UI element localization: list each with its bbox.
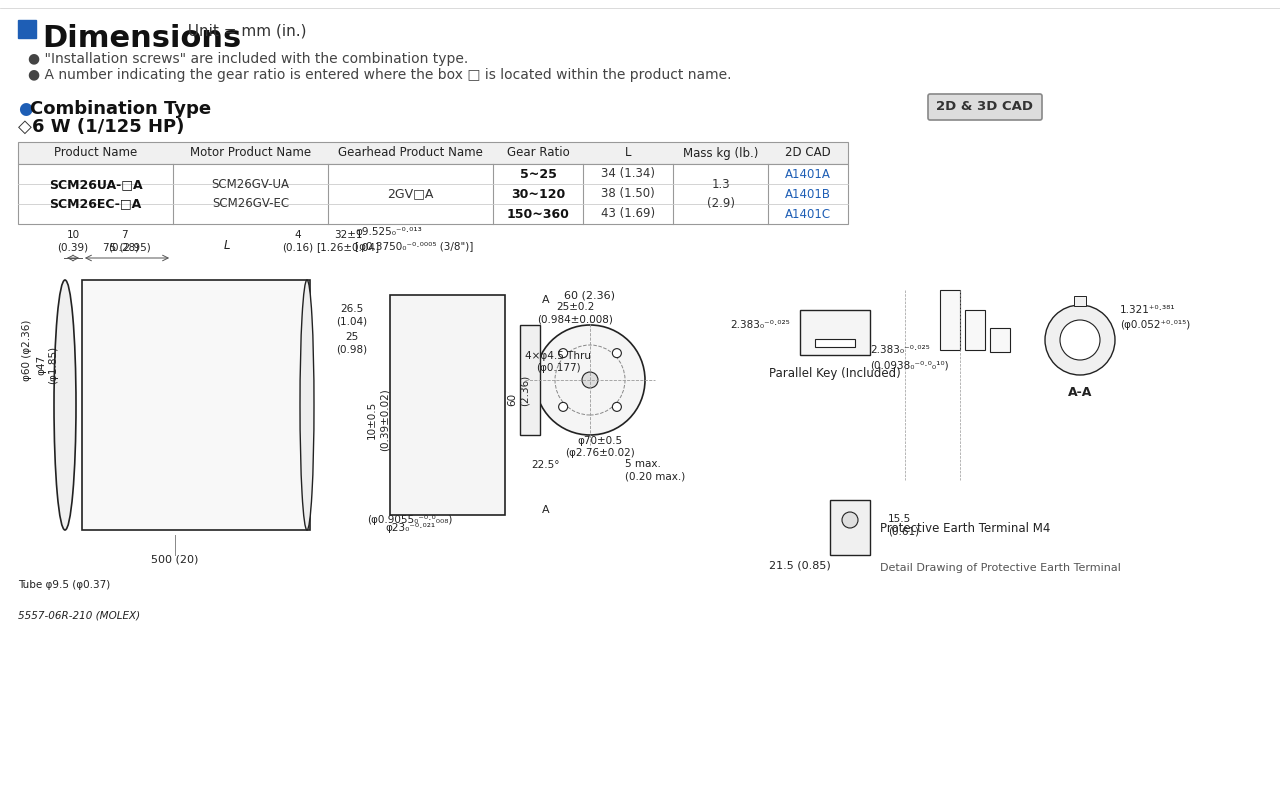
Text: ●: ● bbox=[18, 100, 32, 118]
Text: φ70±0.5
(φ2.76±0.02): φ70±0.5 (φ2.76±0.02) bbox=[566, 436, 635, 458]
Text: Combination Type: Combination Type bbox=[29, 100, 211, 118]
Text: ● A number indicating the gear ratio is entered where the box □ is located withi: ● A number indicating the gear ratio is … bbox=[28, 68, 731, 82]
Text: A: A bbox=[541, 295, 549, 305]
Text: 22.5°: 22.5° bbox=[531, 460, 559, 470]
Text: 25
(0.98): 25 (0.98) bbox=[337, 332, 367, 354]
Circle shape bbox=[535, 325, 645, 435]
Text: 30~120: 30~120 bbox=[511, 187, 566, 201]
Bar bbox=[82, 280, 310, 530]
Circle shape bbox=[558, 403, 567, 411]
Text: L: L bbox=[625, 147, 631, 160]
Ellipse shape bbox=[300, 280, 314, 530]
Text: Detail Drawing of Protective Earth Terminal: Detail Drawing of Protective Earth Termi… bbox=[881, 563, 1121, 573]
Text: 4×φ4.5 Thru
(φ0.177): 4×φ4.5 Thru (φ0.177) bbox=[525, 351, 591, 373]
Text: (0.0938₀⁻⁰·⁰₀¹⁰): (0.0938₀⁻⁰·⁰₀¹⁰) bbox=[870, 360, 948, 370]
Bar bbox=[829, 500, 870, 555]
Text: 4
(0.16): 4 (0.16) bbox=[283, 229, 314, 252]
Bar bbox=[940, 290, 960, 350]
Bar bbox=[18, 20, 36, 38]
Text: φ60 (φ2.36): φ60 (φ2.36) bbox=[22, 319, 32, 381]
Bar bbox=[989, 328, 1010, 352]
Text: [φ0.3750₀⁻⁰·⁰⁰⁰⁵ (3/8")]: [φ0.3750₀⁻⁰·⁰⁰⁰⁵ (3/8")] bbox=[355, 242, 474, 252]
Text: 1.321⁺⁰·³⁸¹: 1.321⁺⁰·³⁸¹ bbox=[1120, 305, 1175, 315]
Bar bbox=[965, 310, 986, 350]
Text: Tube φ9.5 (φ0.37): Tube φ9.5 (φ0.37) bbox=[18, 580, 110, 590]
Text: (φ0.052⁺⁰·⁰¹⁵): (φ0.052⁺⁰·⁰¹⁵) bbox=[1120, 320, 1190, 330]
Text: Gearhead Product Name: Gearhead Product Name bbox=[338, 147, 483, 160]
Text: 60 (2.36): 60 (2.36) bbox=[564, 290, 616, 300]
Text: A-A: A-A bbox=[1068, 386, 1092, 399]
Bar bbox=[815, 339, 855, 347]
Circle shape bbox=[842, 512, 858, 528]
Circle shape bbox=[612, 403, 621, 411]
Text: Dimensions: Dimensions bbox=[42, 24, 241, 53]
Circle shape bbox=[558, 348, 567, 358]
Text: SCM26GV-UA
SCM26GV-EC: SCM26GV-UA SCM26GV-EC bbox=[211, 178, 289, 210]
Text: 43 (1.69): 43 (1.69) bbox=[600, 207, 655, 220]
Text: A1401A: A1401A bbox=[785, 168, 831, 181]
Text: 2D CAD: 2D CAD bbox=[785, 147, 831, 160]
Bar bbox=[1074, 296, 1085, 306]
Text: 2D & 3D CAD: 2D & 3D CAD bbox=[937, 100, 1033, 113]
Text: 2.383₀⁻⁰·⁰²⁵: 2.383₀⁻⁰·⁰²⁵ bbox=[730, 320, 790, 330]
Text: Mass kg (lb.): Mass kg (lb.) bbox=[682, 147, 758, 160]
Text: 26.5
(1.04): 26.5 (1.04) bbox=[337, 304, 367, 326]
Text: (φ0.9055₀⁻⁰·⁰₀₀₈): (φ0.9055₀⁻⁰·⁰₀₀₈) bbox=[367, 515, 453, 525]
Text: φ9.525₀⁻⁰·⁰¹³: φ9.525₀⁻⁰·⁰¹³ bbox=[355, 227, 421, 237]
Bar bbox=[18, 142, 849, 164]
Text: A: A bbox=[541, 505, 549, 515]
Text: 15.5
(0.61): 15.5 (0.61) bbox=[888, 514, 919, 536]
Text: Parallel Key (Included): Parallel Key (Included) bbox=[769, 366, 901, 380]
Text: Unit = mm (in.): Unit = mm (in.) bbox=[178, 24, 306, 39]
Text: φ23₀⁻⁰·⁰²¹: φ23₀⁻⁰·⁰²¹ bbox=[385, 523, 435, 533]
Text: 75 (2.95): 75 (2.95) bbox=[104, 242, 151, 252]
Text: 10±0.5
(0.39±0.02): 10±0.5 (0.39±0.02) bbox=[367, 389, 389, 451]
Text: 25±0.2
(0.984±0.008): 25±0.2 (0.984±0.008) bbox=[538, 302, 613, 324]
Text: 10
(0.39): 10 (0.39) bbox=[58, 229, 88, 252]
Bar bbox=[18, 164, 849, 224]
Text: Product Name: Product Name bbox=[54, 147, 137, 160]
Text: φ47: φ47 bbox=[36, 355, 46, 375]
Text: Gear Ratio: Gear Ratio bbox=[507, 147, 570, 160]
Text: 1.3
(2.9): 1.3 (2.9) bbox=[707, 178, 735, 210]
Text: 60
(2.36): 60 (2.36) bbox=[507, 374, 530, 406]
Bar bbox=[520, 325, 540, 435]
Bar bbox=[390, 295, 506, 515]
Text: ◇: ◇ bbox=[18, 118, 32, 136]
Text: SCM26UA-□A
SCM26EC-□A: SCM26UA-□A SCM26EC-□A bbox=[49, 178, 142, 210]
Text: L: L bbox=[224, 239, 230, 252]
Text: 5~25: 5~25 bbox=[520, 168, 557, 181]
Text: 32±1
[1.26±0.04]: 32±1 [1.26±0.04] bbox=[316, 229, 380, 252]
Bar bbox=[800, 310, 870, 355]
Text: A1401C: A1401C bbox=[785, 207, 831, 220]
Text: 500 (20): 500 (20) bbox=[151, 555, 198, 565]
Text: 34 (1.34): 34 (1.34) bbox=[602, 168, 655, 181]
Text: Motor Product Name: Motor Product Name bbox=[189, 147, 311, 160]
FancyBboxPatch shape bbox=[928, 94, 1042, 120]
Text: 2GV□A: 2GV□A bbox=[388, 187, 434, 201]
Text: (φ1.85): (φ1.85) bbox=[49, 346, 58, 384]
Text: 150~360: 150~360 bbox=[507, 207, 570, 220]
Text: 5557-06R-210 (MOLEX): 5557-06R-210 (MOLEX) bbox=[18, 610, 140, 620]
Text: 7
(0.28): 7 (0.28) bbox=[109, 229, 140, 252]
Text: A1401B: A1401B bbox=[785, 187, 831, 201]
Ellipse shape bbox=[54, 280, 76, 530]
Text: 6 W (1/125 HP): 6 W (1/125 HP) bbox=[32, 118, 184, 136]
Circle shape bbox=[1060, 320, 1100, 360]
Text: Protective Earth Terminal M4: Protective Earth Terminal M4 bbox=[881, 522, 1051, 535]
Text: 21.5 (0.85): 21.5 (0.85) bbox=[769, 560, 831, 570]
Circle shape bbox=[612, 348, 621, 358]
Text: ● "Installation screws" are included with the combination type.: ● "Installation screws" are included wit… bbox=[28, 52, 468, 66]
Circle shape bbox=[1044, 305, 1115, 375]
Text: 2.383₀⁻⁰·⁰²⁵: 2.383₀⁻⁰·⁰²⁵ bbox=[870, 345, 929, 355]
Circle shape bbox=[582, 372, 598, 388]
Text: 38 (1.50): 38 (1.50) bbox=[602, 187, 655, 201]
Text: 5 max.
(0.20 max.): 5 max. (0.20 max.) bbox=[625, 458, 685, 481]
